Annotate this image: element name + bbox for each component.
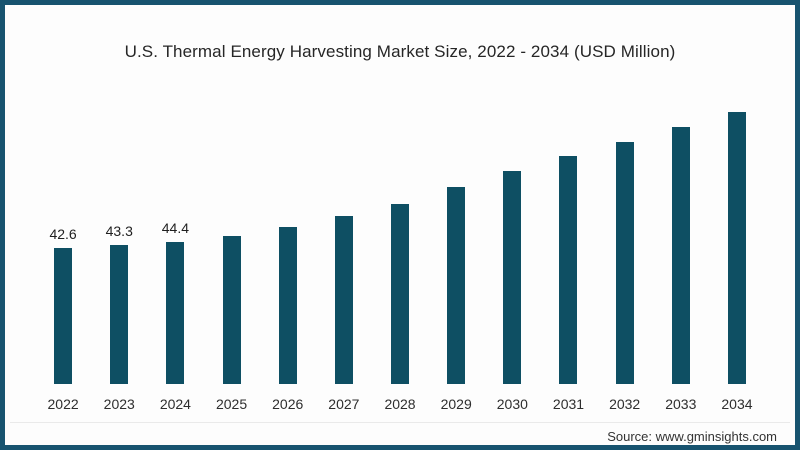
bar [222,236,241,384]
bar-column: 2027 [316,85,372,412]
bar [503,171,522,384]
bar-column: 42.6 2022 [35,85,91,412]
bar [615,142,634,384]
bar [447,187,466,384]
bar-column: 2025 [203,85,259,412]
source-credit: Source: www.gminsights.com [607,429,777,444]
bar-value-label: 44.4 [161,220,190,236]
x-axis-tick-label: 2034 [721,396,753,412]
x-axis-tick-label: 2030 [496,396,528,412]
axis-divider [10,422,790,423]
x-axis-tick-label: 2027 [328,396,360,412]
x-axis-tick-label: 2023 [103,396,135,412]
x-axis-tick-label: 2026 [272,396,304,412]
x-axis-tick-label: 2029 [440,396,472,412]
bar-column: 44.4 2024 [147,85,203,412]
bar-column: 2026 [260,85,316,412]
x-axis-tick-label: 2028 [384,396,416,412]
x-axis-tick-label: 2022 [47,396,79,412]
bar-column: 2030 [484,85,540,412]
bar [166,242,185,384]
chart-title: U.S. Thermal Energy Harvesting Market Si… [124,42,676,61]
bar [110,245,129,384]
bar [559,156,578,384]
bar-column: 2029 [428,85,484,412]
bar-column: 2031 [540,85,596,412]
bar [391,204,410,384]
bar-value-label: 42.6 [49,226,77,242]
bar-column: 2028 [372,85,428,412]
bar-column: 2032 [597,85,653,412]
bar [278,227,297,384]
bar [54,248,73,384]
x-axis-tick-label: 2033 [665,396,697,412]
bar-column: 2034 [709,85,765,412]
bar [727,112,746,384]
x-axis-tick-label: 2025 [215,396,248,412]
bar [671,127,690,384]
bar-column: 2033 [653,85,709,412]
x-axis-tick-label: 2031 [552,396,585,412]
bar-value-label: 43.3 [105,223,133,239]
bar-chart: 42.6 2022 43.3 2023 44.4 2024 2025 2026 2027 2028… [35,85,765,412]
x-axis-tick-label: 2024 [159,396,191,412]
bar [334,216,353,384]
bar-column: 43.3 2023 [91,85,147,412]
x-axis-tick-label: 2032 [609,396,641,412]
